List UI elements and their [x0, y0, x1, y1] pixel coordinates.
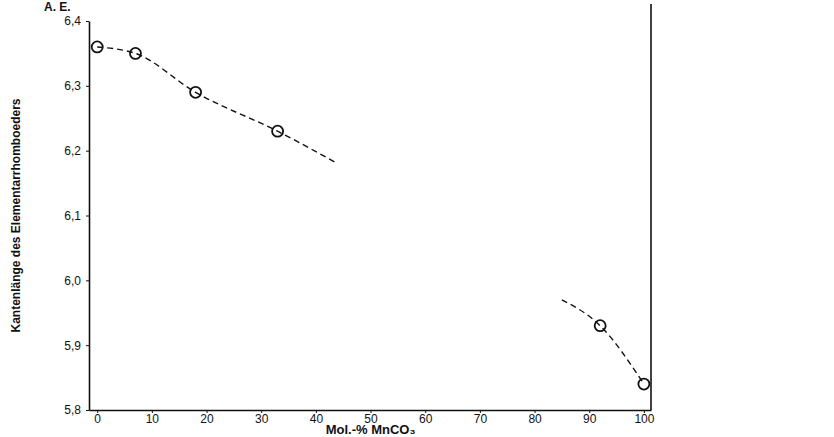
x-tick-label: 10: [146, 412, 160, 426]
x-tick: 80: [528, 410, 542, 426]
y-tick-label: 6,0: [64, 274, 81, 288]
y-tick-label: 6,1: [64, 209, 81, 223]
x-tick-label: 60: [419, 412, 433, 426]
y-tick-mark: [86, 21, 89, 22]
x-tick: 90: [583, 410, 597, 426]
y-tick-label: 6,2: [64, 144, 81, 158]
y-tick: 5,9: [64, 339, 89, 353]
data-point: [130, 48, 141, 59]
y-tick-mark: [86, 345, 89, 346]
trend-line: [562, 300, 644, 384]
y-tick: 6,1: [64, 209, 89, 223]
y-axis: 5,8 5,9 6,0 6,1 6,2 6,3 6,4: [64, 14, 89, 417]
y-tick-mark: [86, 151, 89, 152]
x-tick-label: 0: [94, 412, 101, 426]
x-tick-label: 20: [200, 412, 214, 426]
x-tick: 20: [200, 410, 214, 426]
x-tick-label: 100: [634, 412, 654, 426]
y-axis-title: Kantenlänge des Elementarrhomboeders: [9, 98, 23, 332]
y-tick: 6,2: [64, 144, 89, 158]
marks: [92, 41, 650, 389]
y-tick: 6,0: [64, 274, 89, 288]
y-tick-label: 5,8: [64, 403, 81, 417]
x-tick: 0: [94, 410, 101, 426]
y-tick-label: 5,9: [64, 339, 81, 353]
y-tick-mark: [86, 280, 89, 281]
x-tick-label: 30: [255, 412, 269, 426]
trend-line: [97, 47, 338, 164]
frame-right: [650, 4, 652, 410]
y-tick: 6,3: [64, 79, 89, 93]
y-tick-label: 6,4: [64, 14, 81, 28]
y-tick-mark: [86, 410, 89, 411]
plot: 01020304050607080901005,85,96,06,16,26,3…: [64, 4, 654, 426]
x-tick-label: 40: [310, 412, 324, 426]
chart: 01020304050607080901005,85,96,06,16,26,3…: [0, 0, 834, 437]
x-tick: 70: [474, 410, 488, 426]
x-tick: 100: [634, 410, 654, 426]
x-tick: 30: [255, 410, 269, 426]
data-point: [638, 379, 649, 390]
x-tick: 40: [310, 410, 324, 426]
x-axis-title: Mol.-% MnCO₃: [326, 422, 416, 437]
y-tick-mark: [86, 216, 89, 217]
x-tick-label: 90: [583, 412, 597, 426]
x-tick: 10: [146, 410, 160, 426]
x-tick-label: 70: [474, 412, 488, 426]
annotation: A. E.: [44, 0, 71, 14]
x-tick: 60: [419, 410, 433, 426]
y-tick: 5,8: [64, 403, 89, 417]
x-tick-label: 80: [528, 412, 542, 426]
y-tick-mark: [86, 86, 89, 87]
y-tick: 6,4: [64, 14, 89, 28]
y-tick-label: 6,3: [64, 79, 81, 93]
x-axis-line: [90, 410, 652, 412]
